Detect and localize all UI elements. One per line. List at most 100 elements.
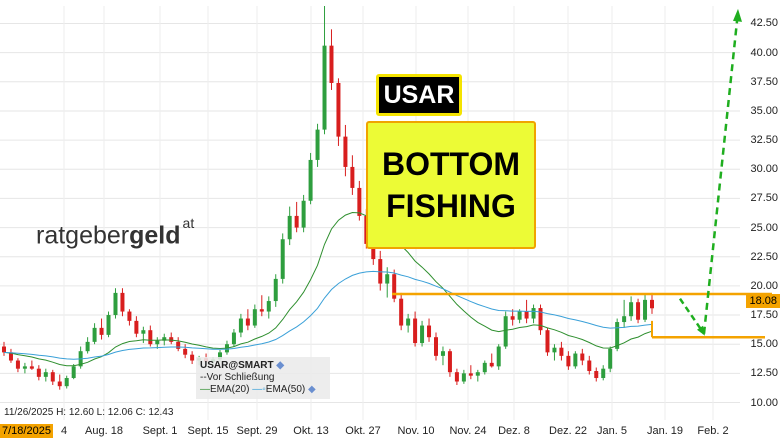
candle-body (190, 354, 195, 361)
x-tick-label: 4 (60, 425, 68, 437)
candle-body (134, 320, 139, 334)
candle-body (406, 318, 411, 326)
candle-body (594, 371, 599, 379)
candle-body (496, 346, 501, 367)
candle-body (378, 259, 383, 284)
y-tick-label: 40.00 (750, 46, 778, 59)
candle-body (545, 330, 550, 353)
candle-body (587, 360, 592, 372)
y-tick-label: 37.50 (750, 75, 778, 88)
candle-body (294, 215, 299, 228)
candle-body (106, 315, 111, 335)
candle-body (482, 362, 487, 373)
candle-body (127, 311, 132, 321)
candle-body (371, 243, 376, 260)
candle-body (524, 311, 529, 319)
x-tick-label: Sept. 1 (142, 425, 178, 437)
candle-body (385, 274, 390, 284)
candle-body (183, 348, 188, 355)
candle-body (454, 372, 459, 382)
candle-body (559, 347, 564, 356)
x-tick-label: Sept. 15 (187, 425, 229, 437)
legend-ema20: EMA(20) (210, 384, 250, 395)
candle-body (113, 292, 118, 316)
x-tick-label: Dez. 8 (498, 425, 530, 437)
y-tick-label: 35.00 (750, 104, 778, 117)
candle-body (531, 308, 536, 319)
x-tick-label: Sept. 29 (236, 425, 278, 437)
candle-body (57, 381, 62, 387)
candle-body (252, 309, 257, 326)
legend-ema-row: —EMA(20) —◦EMA(50) ◆ (200, 384, 316, 395)
candle-body (573, 353, 578, 367)
y-tick-label: 25.00 (750, 221, 778, 234)
ohlc-info: 11/26/2025 H: 12.60 L: 12.06 C: 12.43 (4, 407, 174, 418)
headline-line-1: BOTTOM (381, 146, 521, 182)
candle-body (503, 316, 508, 347)
candle-body (650, 299, 654, 309)
ticker-tag: USAR (376, 74, 462, 116)
legend-symbol: USAR@SMART ◆ (200, 360, 285, 371)
candle-body (629, 302, 634, 317)
candle-body (169, 337, 174, 342)
candle-body (636, 302, 641, 320)
ema50-line (3, 270, 653, 360)
candle-body (440, 351, 445, 356)
candle-body (148, 330, 153, 345)
candle-body (176, 341, 181, 349)
candle-body (85, 341, 90, 352)
x-tick-label: Nov. 24 (449, 425, 487, 437)
y-tick-label: 12.50 (750, 367, 778, 380)
candle-body (461, 373, 466, 382)
candle-body (427, 325, 432, 338)
candle-body (155, 340, 160, 345)
candle-body (315, 129, 320, 160)
candle-body (92, 327, 97, 342)
candle-body (36, 368, 41, 377)
y-tick-label: 42.50 (750, 17, 778, 30)
headline-line-2: FISHING (386, 188, 516, 224)
candle-body (43, 372, 48, 377)
candle-body (447, 351, 452, 373)
candle-body (601, 368, 606, 379)
candle-body (64, 378, 69, 387)
target-arrow-head (733, 8, 742, 22)
candle-body (273, 278, 278, 302)
candle-body (280, 239, 285, 279)
candle-body (552, 347, 557, 353)
candle-body (538, 308, 543, 331)
y-tick-label: 22.50 (750, 250, 778, 263)
x-tick-start: 7/18/2025 (0, 424, 53, 438)
candle-body (301, 200, 306, 228)
candle-body (322, 45, 327, 130)
y-tick-label: 32.50 (750, 134, 778, 147)
candle-body (266, 301, 271, 312)
candle-body (8, 352, 13, 361)
y-tick-label: 15.00 (750, 338, 778, 351)
brand-logo: ratgebergeld at (36, 215, 195, 250)
candle-body (643, 299, 648, 320)
x-tick-label: Dez. 22 (549, 425, 587, 437)
candle-body (15, 360, 20, 369)
candle-body (120, 292, 125, 312)
y-tick-label: 30.00 (750, 163, 778, 176)
candle-body (245, 318, 250, 326)
candle-body (399, 298, 404, 326)
candle-body (99, 327, 104, 335)
candle-body (622, 316, 627, 323)
candle-body (420, 325, 425, 344)
headline-box: BOTTOM FISHING (366, 121, 536, 249)
candle-body (615, 322, 620, 349)
ticker-label: USAR (383, 80, 455, 109)
target-arrow-line (702, 11, 740, 334)
candle-body (141, 330, 146, 334)
candle-body (71, 366, 76, 379)
candle-body (162, 337, 167, 341)
x-tick-label: Okt. 13 (293, 425, 329, 437)
candle-body (350, 166, 355, 188)
candle-body (510, 316, 515, 320)
candle-body (259, 309, 264, 312)
candle-body (218, 352, 222, 360)
